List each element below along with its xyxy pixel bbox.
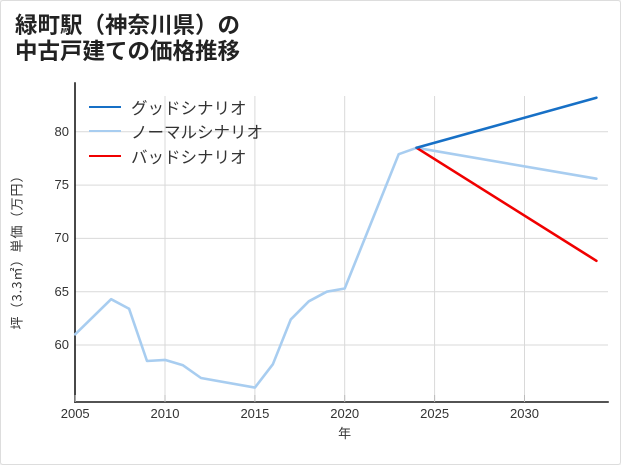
svg-text:2005: 2005	[61, 406, 90, 421]
svg-text:2010: 2010	[151, 406, 180, 421]
svg-text:65: 65	[55, 284, 69, 299]
svg-text:2015: 2015	[240, 406, 269, 421]
svg-text:60: 60	[55, 337, 69, 352]
svg-text:2020: 2020	[330, 406, 359, 421]
svg-text:2030: 2030	[510, 406, 539, 421]
svg-text:2025: 2025	[420, 406, 449, 421]
svg-text:75: 75	[55, 177, 69, 192]
svg-text:80: 80	[55, 124, 69, 139]
svg-text:70: 70	[55, 230, 69, 245]
